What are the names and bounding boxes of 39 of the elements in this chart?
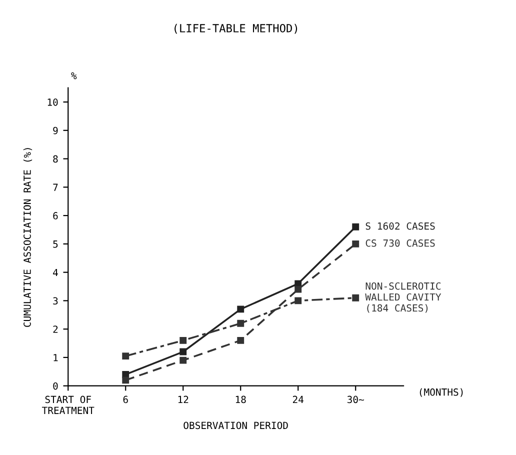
point [294,280,302,288]
point [180,336,187,344]
y-tick-label: 5 [53,240,58,248]
point [122,352,130,360]
point [237,320,244,327]
point [352,223,360,230]
y-tick-label: 8 [53,155,58,163]
x-tick-label: 18 [236,396,246,404]
x-tick-label: 6 [123,396,128,404]
y-tick-label: 7 [53,184,58,191]
point [180,356,187,364]
y-tick-label: 0 [53,382,58,390]
point [180,348,187,356]
series-label: CS 730 CASES [366,239,435,247]
y-tick-label: 6 [53,212,58,220]
y-axis-title: CUMULATIVE ASSOCIATION RATE (%) [23,148,32,327]
x-tick-label: START OF TREATMENT [42,396,94,414]
chart-title: (LIFE-TABLE METHOD) [174,24,298,34]
text: (MONTHS) [420,388,463,397]
point [352,240,360,248]
point [294,286,302,293]
point [237,336,244,344]
series-label: NON-SCLEROTIC WALLED CAVITY (184 CASES) [365,282,442,313]
x-axis-title: OBSERVATION PERIOD [184,422,288,430]
x-tick-label: 12 [178,396,188,403]
point [122,376,130,384]
x-tick-label: 24 [292,396,304,403]
y-tick-label: 1 [54,354,58,362]
y-tick-label: 9 [53,126,58,134]
y-tick-label: 4 [53,268,58,276]
point [352,294,360,302]
y-tick-label: 3 [53,297,58,305]
x-tick-label: 30~ [347,396,364,404]
point [294,297,302,304]
y-tick-label: 10 [48,98,58,106]
point [237,306,244,313]
text: % [71,72,77,80]
series-label: S 1602 CASES [366,222,435,230]
y-tick-label: 2 [53,326,58,333]
